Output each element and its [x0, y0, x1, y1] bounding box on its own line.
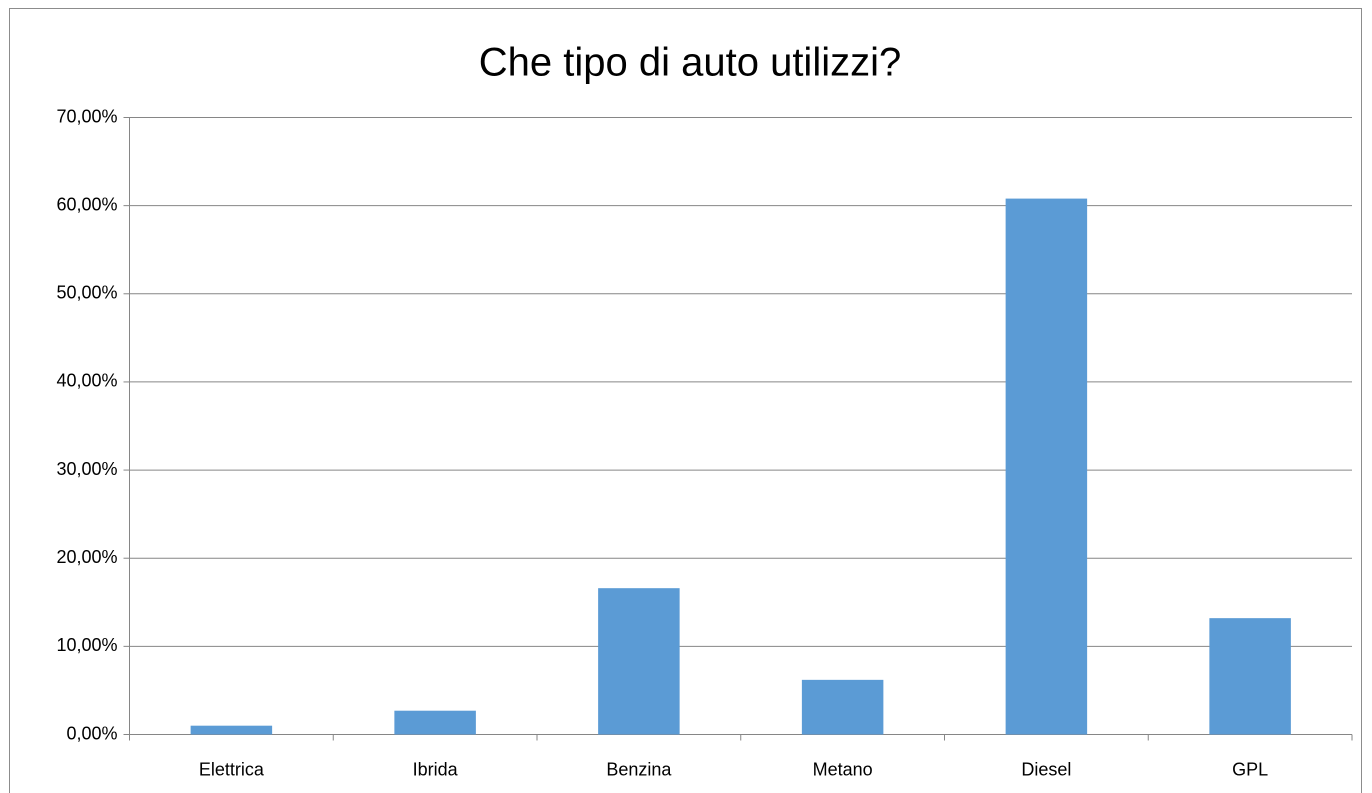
bar	[1005, 198, 1088, 735]
bar	[1209, 618, 1291, 735]
chart-title: Che tipo di auto utilizzi?	[479, 41, 901, 85]
x-tick-label: Diesel	[1021, 759, 1071, 779]
y-tick-label: 40,00%	[56, 371, 117, 391]
y-tick-label: 10,00%	[56, 635, 117, 655]
x-tick-label: Benzina	[606, 759, 672, 779]
bar	[190, 725, 273, 735]
y-tick-label: 20,00%	[56, 547, 117, 567]
bar	[598, 588, 680, 735]
chart-border	[9, 8, 1362, 793]
x-tick-label: Metano	[813, 759, 873, 779]
y-tick-label: 50,00%	[56, 283, 117, 303]
y-tick-label: 0,00%	[66, 723, 117, 743]
y-tick-label: 30,00%	[56, 459, 117, 479]
y-tick-label: 70,00%	[56, 106, 117, 126]
y-tick-label: 60,00%	[56, 194, 117, 214]
x-tick-label: Elettrica	[199, 759, 265, 779]
x-tick-label: GPL	[1232, 759, 1268, 779]
bar	[394, 710, 476, 735]
bar	[801, 679, 884, 735]
x-tick-label: Ibrida	[413, 759, 459, 779]
